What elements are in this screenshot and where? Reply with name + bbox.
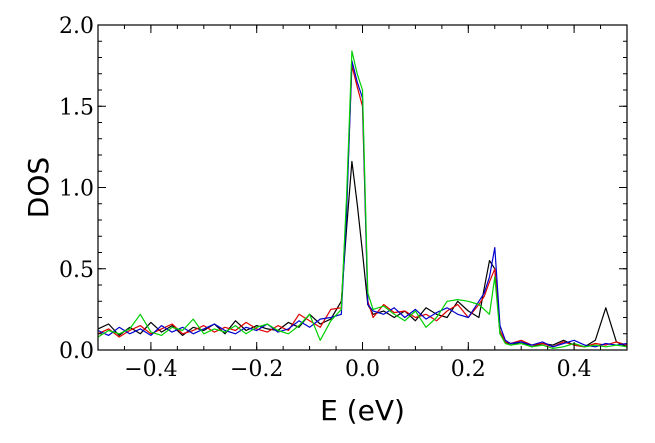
y-tick-label: 0.0 (59, 339, 94, 364)
x-tick-label: −0.4 (124, 357, 177, 382)
x-tick-label: 0.0 (345, 357, 380, 382)
y-axis-title: DOS (22, 157, 55, 218)
x-tick-label: 0.4 (557, 357, 592, 382)
plot-frame (97, 24, 628, 351)
y-tick-label: 1.5 (59, 95, 94, 120)
series-line-3 (97, 60, 628, 348)
x-tick-label: 0.2 (451, 357, 486, 382)
y-tick-label: 0.5 (59, 258, 94, 283)
y-tick-label: 1.0 (59, 177, 94, 202)
ticks-layer (97, 24, 628, 351)
x-tick-label: −0.2 (230, 357, 283, 382)
x-axis-title: E (eV) (320, 394, 405, 427)
tick-labels-layer: −0.4 −0.2 0.0 0.2 0.4 0.0 0.5 1.0 1.5 2.0 (59, 14, 592, 382)
y-tick-label: 2.0 (59, 14, 94, 39)
series-line-1 (97, 160, 628, 348)
series-layer (97, 50, 628, 349)
series-line-4 (97, 50, 628, 349)
